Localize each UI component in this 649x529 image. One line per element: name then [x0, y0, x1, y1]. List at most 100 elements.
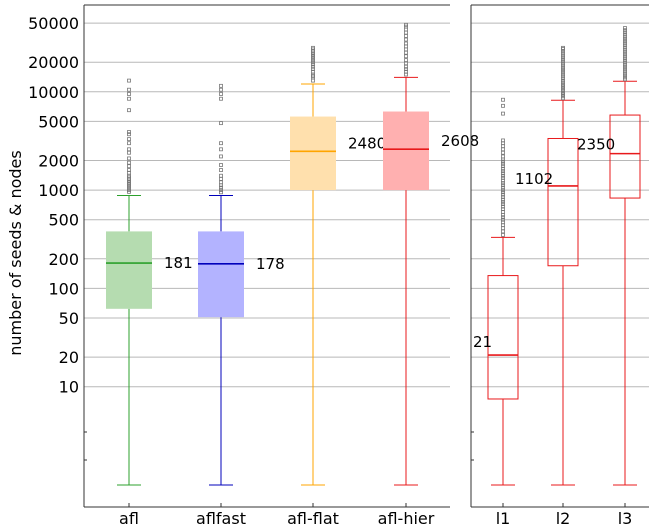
outlier-point	[311, 58, 315, 63]
outlier-point	[561, 80, 565, 85]
outlier-point	[501, 197, 505, 202]
outlier-point	[127, 87, 131, 92]
outlier-point	[501, 154, 505, 159]
outlier-point	[501, 161, 505, 166]
outlier-point	[501, 147, 505, 152]
x-tick-label: l1	[496, 509, 511, 528]
outlier-point	[127, 92, 131, 96]
outlier-point	[219, 154, 223, 159]
outlier-point	[219, 176, 223, 181]
outlier-point	[561, 63, 565, 68]
outlier-point	[501, 169, 505, 174]
box-aflfast: 178	[198, 83, 285, 486]
outlier-point	[219, 147, 223, 152]
outlier-point	[623, 54, 627, 59]
y-tick-label: 1000	[38, 181, 79, 200]
box-l3: 2350	[577, 26, 641, 486]
box-body	[198, 231, 244, 318]
box-body	[290, 116, 336, 191]
outlier-point	[623, 34, 627, 39]
outlier-point	[623, 41, 627, 46]
outlier-point	[127, 164, 131, 169]
outlier-point	[501, 173, 505, 178]
outlier-point	[501, 195, 505, 199]
outlier-point	[219, 173, 223, 178]
outlier-point	[561, 45, 565, 50]
y-tick-label: 200	[48, 250, 79, 269]
outlier-point	[219, 168, 223, 172]
outlier-point	[501, 164, 505, 169]
outlier-point	[623, 52, 627, 56]
box-body	[609, 114, 641, 199]
outlier-point	[623, 60, 627, 65]
outlier-point	[501, 233, 505, 237]
x-tick-label: l3	[618, 509, 633, 528]
left-panel: 10 20 50 100 200 500 1000 2000 5000 10000 20000 500…	[28, 4, 479, 528]
outlier-point	[561, 76, 565, 81]
outlier-point	[127, 168, 131, 172]
outlier-point	[561, 74, 565, 79]
outlier-point	[127, 137, 131, 142]
outlier-point	[501, 190, 505, 195]
outlier-point	[127, 160, 131, 165]
outlier-point	[219, 163, 223, 167]
median-label: 2480	[348, 134, 386, 152]
median-label: 21	[473, 333, 492, 351]
outlier-point	[127, 108, 131, 113]
outlier-point	[623, 69, 627, 74]
outlier-point	[501, 159, 505, 164]
outlier-point	[127, 156, 131, 161]
outlier-point	[501, 192, 505, 197]
outlier-point	[311, 78, 315, 83]
outlier-point	[623, 45, 627, 50]
outlier-point	[219, 180, 223, 185]
x-tick-label: afl	[119, 509, 139, 528]
x-tick-label: aflfast	[196, 509, 246, 528]
outlier-point	[561, 90, 565, 95]
outlier-point	[501, 226, 505, 231]
outlier-point	[561, 88, 565, 93]
outlier-point	[623, 28, 627, 33]
outlier-point	[623, 65, 627, 69]
y-tick-label: 50	[59, 309, 79, 328]
outlier-point	[561, 96, 565, 101]
outlier-point	[623, 56, 627, 61]
x-tick-label: afl-hier	[378, 509, 435, 528]
outlier-point	[501, 199, 505, 204]
outlier-point	[561, 70, 565, 74]
outlier-point	[561, 78, 565, 83]
outlier-point	[219, 190, 223, 195]
outlier-point	[501, 183, 505, 188]
outlier-point	[623, 67, 627, 72]
outlier-point	[127, 188, 131, 193]
box-body	[106, 231, 152, 309]
outlier-point	[219, 92, 223, 96]
y-tick-label: 500	[48, 211, 79, 230]
box-l1: 21	[473, 97, 519, 486]
y-tick-label: 2000	[38, 152, 79, 171]
box-body	[383, 111, 429, 191]
outlier-point	[219, 185, 223, 190]
right-panel: 21 l1 1102 l2 2350 l3	[470, 4, 649, 528]
outlier-point	[561, 72, 565, 77]
outlier-point	[404, 67, 408, 72]
x-tick-label: afl-flat	[287, 509, 339, 528]
outlier-point	[623, 47, 627, 52]
box-afl-flat: 2480	[290, 45, 386, 486]
outlier-point	[623, 30, 627, 35]
median-label: 1102	[515, 170, 553, 188]
outlier-point	[404, 50, 408, 55]
outlier-point	[127, 78, 131, 83]
outlier-point	[219, 83, 223, 88]
y-tick-label: 5000	[38, 112, 79, 131]
outlier-point	[127, 150, 131, 155]
outlier-point	[561, 53, 565, 58]
outlier-point	[623, 75, 627, 80]
box-l2: 1102	[515, 45, 579, 486]
outlier-point	[561, 57, 565, 62]
outlier-point	[561, 68, 565, 72]
outlier-point	[404, 22, 408, 27]
y-tick-label: 10000	[28, 83, 79, 102]
y-tick-label: 100	[48, 279, 79, 298]
